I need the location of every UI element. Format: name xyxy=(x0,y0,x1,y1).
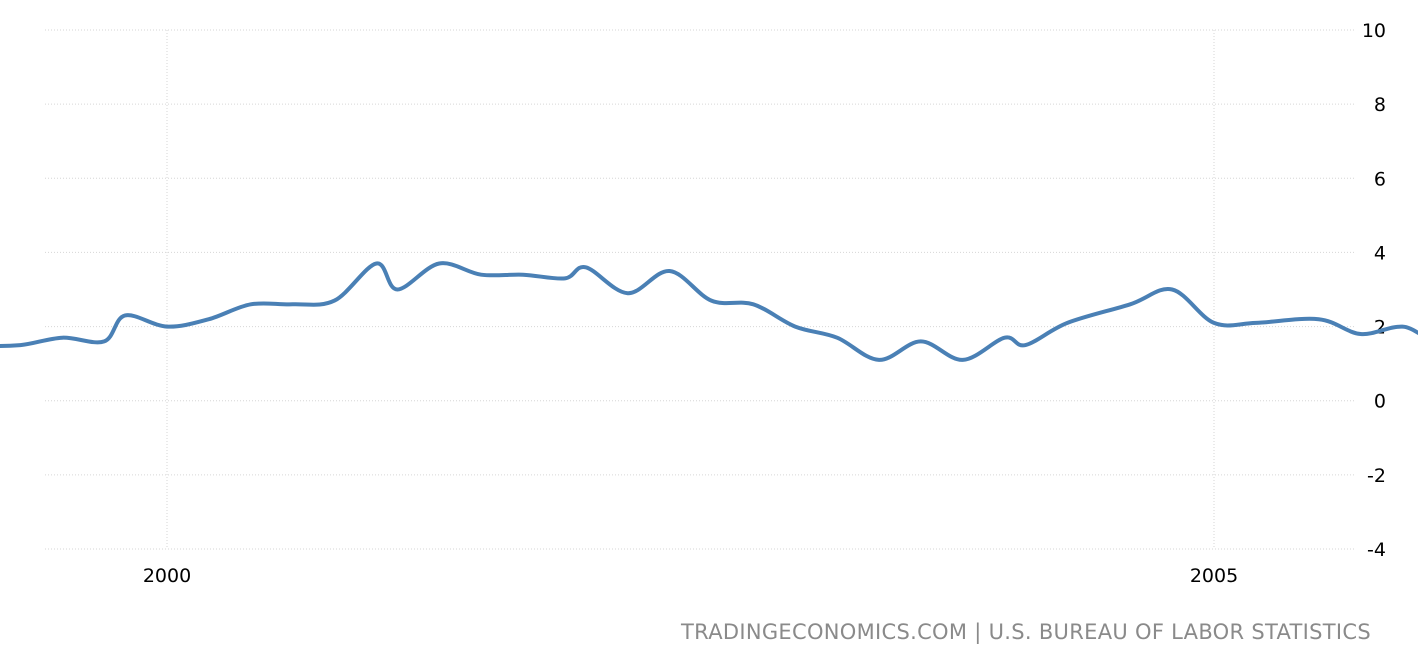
x-axis-tick-labels: 20002005201020152020 xyxy=(143,565,1238,587)
y-axis-tick-labels: -4 -2 0 2 4 6 8 10 xyxy=(1362,20,1386,561)
x-tick-label: 2005 xyxy=(1190,565,1238,587)
source-attribution: TRADINGECONOMICS.COM | U.S. BUREAU OF LA… xyxy=(681,620,1371,644)
y-tick-label: 2 xyxy=(1374,317,1386,339)
y-tick-label: 8 xyxy=(1374,94,1386,116)
y-tick-label: 0 xyxy=(1374,391,1386,413)
series-line xyxy=(0,261,1418,362)
x-tick-label: 2000 xyxy=(143,565,191,587)
y-tick-label: 10 xyxy=(1362,20,1386,42)
gridlines xyxy=(45,29,1355,550)
y-tick-label: 4 xyxy=(1374,242,1386,264)
y-tick-label: -2 xyxy=(1367,465,1386,487)
y-tick-label: 6 xyxy=(1374,168,1386,190)
y-tick-label: -4 xyxy=(1367,539,1386,561)
